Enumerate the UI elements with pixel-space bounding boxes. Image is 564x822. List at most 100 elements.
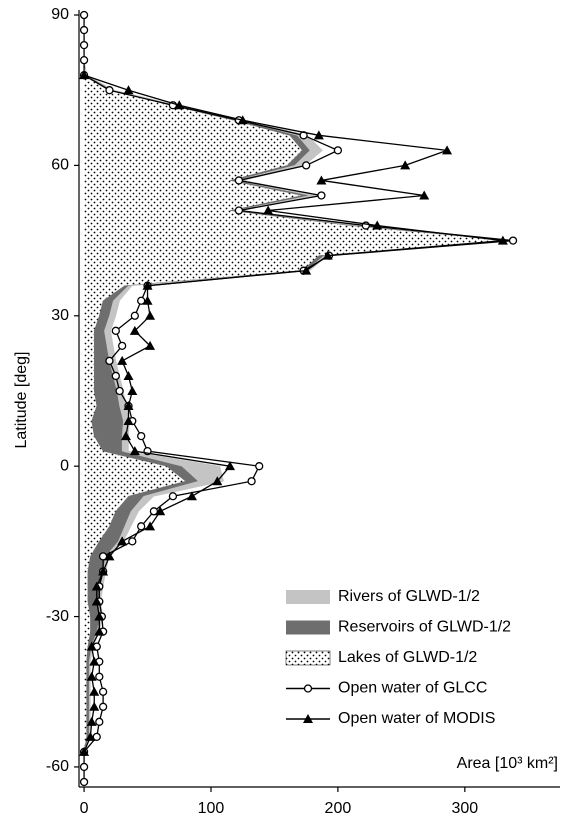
marker bbox=[86, 716, 97, 726]
x-tick-label: 200 bbox=[325, 800, 352, 817]
marker bbox=[79, 762, 89, 772]
marker bbox=[79, 777, 89, 787]
x-tick-label: 0 bbox=[80, 800, 89, 817]
y-tick-label: 60 bbox=[51, 157, 69, 174]
marker bbox=[508, 236, 518, 245]
marker bbox=[129, 446, 140, 456]
marker bbox=[120, 431, 131, 441]
marker bbox=[497, 235, 508, 245]
marker bbox=[127, 385, 138, 395]
marker bbox=[117, 355, 128, 365]
marker bbox=[302, 161, 311, 170]
marker bbox=[130, 311, 139, 320]
legend-swatch bbox=[286, 620, 330, 635]
marker bbox=[128, 537, 137, 546]
legend-swatch bbox=[285, 650, 331, 666]
marker bbox=[89, 701, 100, 711]
marker bbox=[186, 491, 197, 501]
y-tick-label: 30 bbox=[51, 307, 69, 324]
marker bbox=[86, 641, 97, 651]
y-axis-label: Latitude [deg] bbox=[13, 352, 30, 449]
marker bbox=[92, 732, 101, 742]
marker bbox=[137, 431, 146, 441]
line bbox=[83, 15, 514, 782]
marker bbox=[303, 684, 313, 693]
y-tick-label: 90 bbox=[51, 6, 69, 23]
marker bbox=[117, 536, 128, 546]
y-tick-label: -30 bbox=[46, 608, 69, 625]
marker bbox=[322, 250, 333, 260]
marker bbox=[94, 611, 105, 621]
marker bbox=[255, 462, 264, 471]
marker bbox=[303, 714, 313, 723]
y-tick-label: -60 bbox=[46, 758, 69, 775]
marker bbox=[79, 746, 90, 756]
marker bbox=[142, 295, 153, 305]
plot bbox=[79, 10, 518, 787]
marker bbox=[174, 100, 185, 110]
marker bbox=[89, 686, 100, 696]
marker bbox=[98, 552, 108, 561]
x-axis-label: Area [10³ km²] bbox=[457, 755, 558, 772]
marker bbox=[333, 146, 343, 155]
marker bbox=[98, 687, 108, 696]
marker bbox=[79, 25, 89, 35]
marker bbox=[129, 325, 140, 335]
marker bbox=[95, 672, 104, 681]
marker bbox=[115, 386, 124, 396]
marker bbox=[105, 356, 114, 366]
marker bbox=[212, 476, 223, 486]
marker bbox=[123, 401, 134, 411]
marker bbox=[85, 731, 96, 741]
marker bbox=[79, 10, 89, 20]
marker bbox=[111, 371, 120, 381]
marker bbox=[372, 220, 383, 230]
legend-label: Lakes of GLWD-1/2 bbox=[338, 649, 477, 666]
marker bbox=[145, 340, 156, 350]
marker bbox=[123, 370, 134, 380]
marker bbox=[91, 596, 102, 606]
marker bbox=[317, 191, 326, 200]
marker bbox=[79, 70, 90, 80]
marker bbox=[263, 205, 274, 215]
marker bbox=[89, 656, 100, 666]
marker bbox=[419, 190, 430, 200]
marker bbox=[225, 461, 236, 471]
marker bbox=[237, 115, 248, 125]
marker bbox=[149, 507, 159, 516]
marker bbox=[234, 176, 244, 185]
marker bbox=[105, 86, 114, 95]
marker bbox=[79, 40, 89, 50]
marker bbox=[91, 581, 102, 591]
marker bbox=[301, 265, 312, 275]
x-tick-label: 300 bbox=[451, 800, 478, 817]
marker bbox=[155, 506, 166, 516]
marker bbox=[145, 521, 156, 531]
marker bbox=[168, 492, 178, 501]
marker bbox=[98, 702, 108, 711]
x-tick-label: 100 bbox=[198, 800, 225, 817]
y-tick-label: 0 bbox=[60, 457, 69, 474]
marker bbox=[123, 85, 134, 95]
marker bbox=[104, 551, 115, 561]
marker bbox=[111, 326, 120, 335]
marker bbox=[145, 310, 156, 320]
marker bbox=[95, 717, 104, 726]
marker bbox=[316, 175, 327, 185]
marker bbox=[137, 522, 146, 531]
legend-label: Rivers of GLWD-1/2 bbox=[338, 588, 480, 605]
legend: Rivers of GLWD-1/2 Reservoirs of GLWD-1/2… bbox=[285, 588, 511, 727]
line bbox=[83, 74, 503, 753]
marker bbox=[234, 206, 244, 215]
marker bbox=[118, 341, 127, 351]
legend-label: Reservoirs of GLWD-1/2 bbox=[338, 619, 511, 636]
marker bbox=[98, 566, 109, 576]
marker bbox=[313, 130, 324, 140]
legend-label: Open water of MODIS bbox=[338, 710, 495, 727]
marker bbox=[400, 160, 411, 170]
legend-swatch bbox=[286, 590, 330, 604]
marker bbox=[79, 55, 89, 65]
marker bbox=[142, 280, 153, 290]
legend-label: Open water of GLCC bbox=[338, 680, 487, 697]
